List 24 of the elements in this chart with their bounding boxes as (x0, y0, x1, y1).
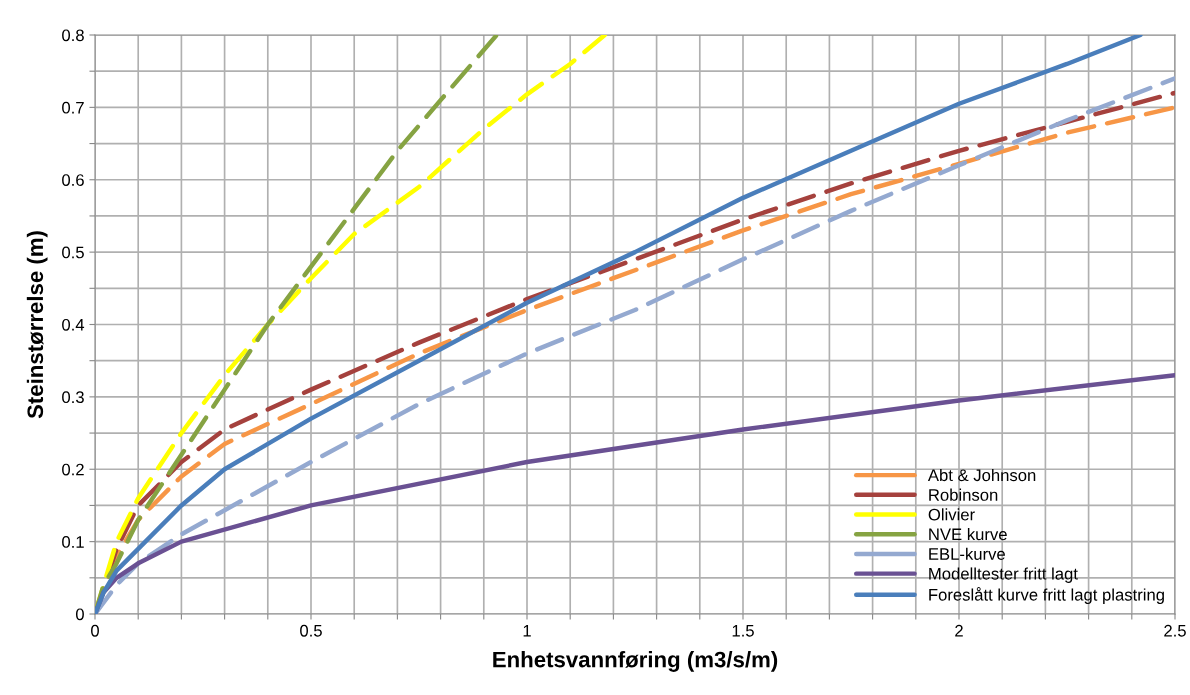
legend-label: Olivier (928, 508, 975, 521)
y-tick-label: 0.8 (62, 29, 84, 42)
x-tick-label: 0.5 (300, 624, 322, 637)
y-tick-label: 0.5 (62, 246, 84, 259)
legend-label: Modelltester fritt lagt (929, 567, 1078, 583)
x-tick-label: 2.5 (1164, 624, 1186, 637)
x-tick-label: 0 (91, 624, 99, 637)
y-tick-label: 0.4 (62, 318, 85, 331)
y-tick-label: 0 (75, 608, 84, 621)
x-tick-label: 1.5 (732, 625, 754, 637)
y-tick-label: 0.3 (62, 391, 84, 404)
y-axis-title: Steinstørrelse (m) (26, 231, 48, 419)
legend-label: Foreslått kurve fritt lagt plastring (929, 587, 1164, 604)
y-tick-label: 0.1 (62, 536, 84, 548)
y-tick-label: 0.7 (62, 101, 84, 114)
x-tick-label: 1 (523, 625, 531, 637)
y-tick-label: 0.2 (62, 463, 84, 476)
legend-label: NVE kurve (929, 528, 1007, 541)
x-tick-label: 2 (955, 624, 963, 637)
legend-label: Abt & Johnson (927, 468, 1036, 482)
y-tick-label: 0.6 (62, 174, 84, 186)
legend-label: Robinson (929, 488, 998, 501)
legend-label: EBL-kurve (929, 547, 1005, 560)
x-axis-title: Enhetsvannføring (m3/s/m) (493, 651, 778, 672)
